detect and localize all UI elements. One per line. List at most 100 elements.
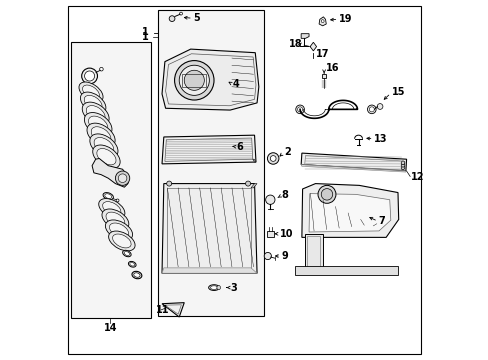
Polygon shape	[250, 184, 257, 188]
Polygon shape	[162, 135, 255, 164]
Text: 16: 16	[325, 63, 338, 73]
Polygon shape	[309, 42, 316, 51]
Circle shape	[321, 189, 332, 200]
Circle shape	[317, 185, 335, 203]
Circle shape	[245, 181, 250, 186]
Bar	[70, 42, 150, 318]
Text: 17: 17	[316, 49, 329, 59]
Polygon shape	[308, 194, 390, 232]
Ellipse shape	[217, 285, 220, 290]
Text: 19: 19	[339, 14, 352, 24]
Text: 8: 8	[281, 190, 287, 200]
Text: 13: 13	[373, 134, 387, 144]
Ellipse shape	[84, 113, 112, 136]
Polygon shape	[162, 303, 184, 317]
Circle shape	[270, 156, 276, 161]
Ellipse shape	[105, 220, 132, 240]
Text: 10: 10	[280, 229, 293, 239]
Circle shape	[118, 174, 126, 183]
Ellipse shape	[109, 223, 128, 237]
Ellipse shape	[80, 92, 106, 114]
Circle shape	[376, 104, 382, 109]
Circle shape	[400, 163, 404, 167]
Ellipse shape	[122, 250, 131, 257]
Circle shape	[400, 161, 404, 165]
Ellipse shape	[108, 231, 135, 251]
Polygon shape	[301, 184, 398, 237]
Polygon shape	[162, 268, 257, 273]
Circle shape	[100, 67, 103, 71]
Bar	[306, 235, 319, 270]
Ellipse shape	[103, 193, 113, 200]
Circle shape	[368, 107, 373, 112]
Circle shape	[321, 20, 324, 23]
Circle shape	[184, 70, 204, 90]
Ellipse shape	[93, 145, 120, 168]
Ellipse shape	[124, 252, 129, 256]
Circle shape	[179, 12, 182, 15]
Text: 12: 12	[410, 172, 424, 183]
Ellipse shape	[134, 273, 140, 277]
Circle shape	[169, 16, 175, 22]
Polygon shape	[319, 17, 325, 26]
Ellipse shape	[82, 102, 109, 125]
Bar	[158, 10, 264, 316]
Circle shape	[179, 65, 209, 95]
Circle shape	[265, 195, 274, 204]
Circle shape	[174, 60, 214, 100]
Bar	[304, 234, 322, 271]
Ellipse shape	[94, 138, 114, 154]
Bar	[182, 74, 206, 87]
Ellipse shape	[82, 85, 99, 99]
Text: 15: 15	[391, 87, 404, 97]
Text: 4: 4	[232, 79, 239, 89]
Text: 9: 9	[281, 251, 288, 261]
Text: 2: 2	[284, 147, 290, 157]
Text: 1: 1	[142, 27, 149, 37]
Ellipse shape	[104, 194, 111, 198]
Ellipse shape	[86, 105, 105, 122]
Circle shape	[267, 153, 278, 164]
Polygon shape	[162, 184, 257, 273]
Polygon shape	[252, 159, 255, 162]
Ellipse shape	[87, 123, 115, 147]
Polygon shape	[164, 305, 181, 314]
Circle shape	[367, 105, 375, 114]
Text: 5: 5	[193, 13, 200, 23]
Ellipse shape	[97, 149, 116, 165]
Bar	[321, 74, 325, 78]
Circle shape	[116, 199, 119, 202]
Ellipse shape	[90, 134, 118, 158]
Ellipse shape	[208, 285, 219, 291]
Ellipse shape	[130, 262, 134, 266]
Circle shape	[400, 166, 404, 170]
Ellipse shape	[88, 116, 108, 133]
Ellipse shape	[99, 199, 124, 219]
Polygon shape	[162, 49, 258, 110]
Bar	[294, 266, 397, 275]
Circle shape	[166, 181, 171, 186]
Text: 1: 1	[142, 32, 148, 41]
Ellipse shape	[128, 261, 136, 267]
Text: 3: 3	[230, 283, 236, 293]
Bar	[266, 231, 273, 237]
Polygon shape	[92, 158, 128, 187]
Circle shape	[84, 71, 94, 81]
Ellipse shape	[102, 202, 121, 216]
Circle shape	[297, 107, 302, 112]
Ellipse shape	[102, 209, 128, 230]
Ellipse shape	[91, 127, 111, 144]
Polygon shape	[301, 165, 405, 172]
Circle shape	[264, 252, 271, 260]
Text: 11: 11	[155, 305, 169, 315]
Text: 14: 14	[104, 323, 117, 333]
Text: 18: 18	[288, 40, 302, 49]
Circle shape	[115, 171, 129, 185]
Ellipse shape	[210, 286, 217, 289]
Ellipse shape	[112, 234, 131, 248]
Bar	[167, 188, 250, 268]
Text: 7: 7	[378, 216, 385, 226]
Ellipse shape	[79, 82, 103, 102]
Text: 6: 6	[236, 141, 243, 152]
Circle shape	[295, 105, 304, 114]
